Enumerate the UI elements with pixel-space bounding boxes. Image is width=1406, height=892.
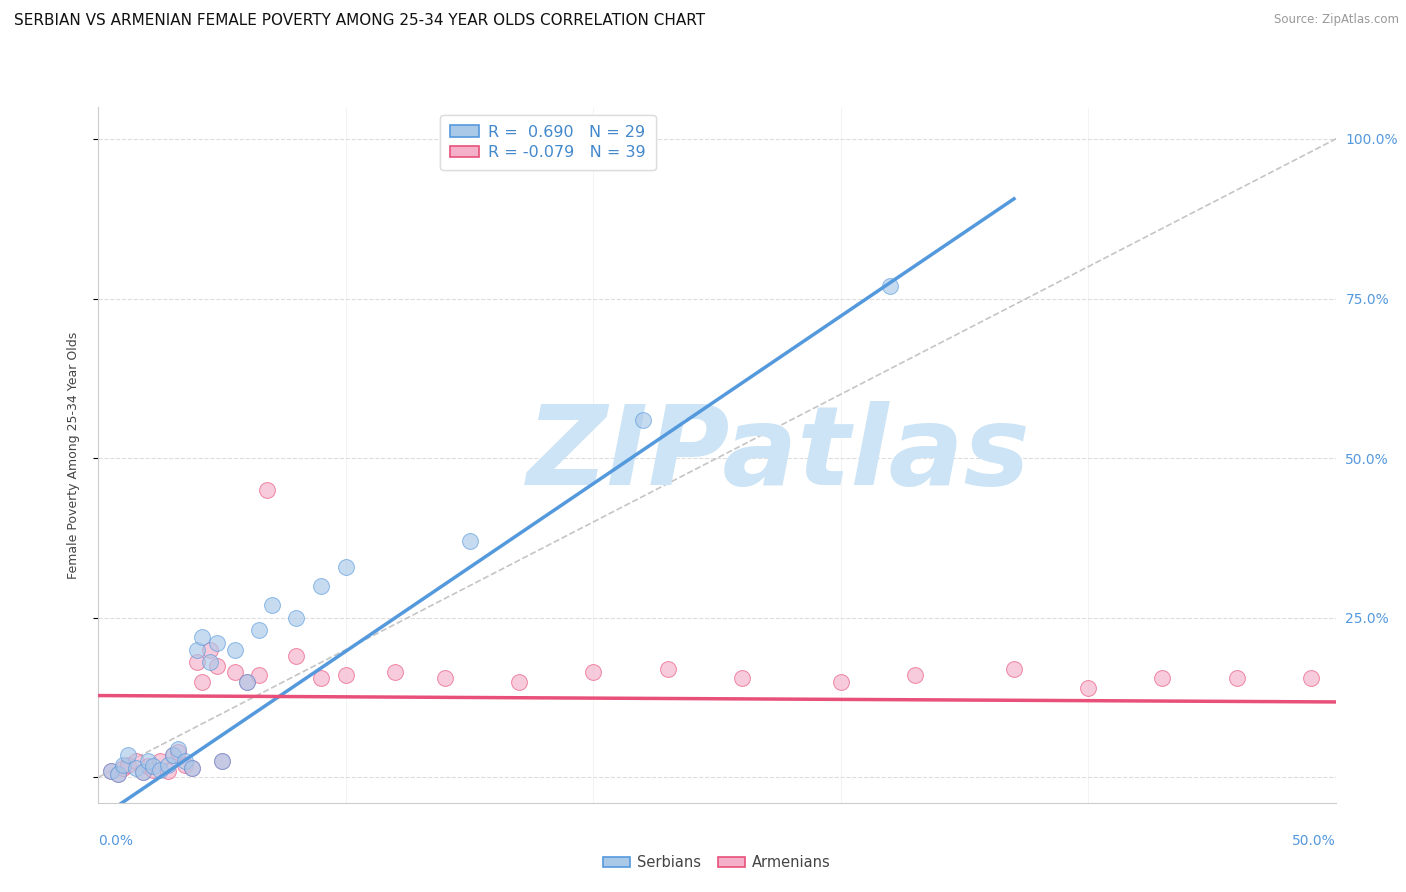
Point [198,656,221,670]
Point [1226,671,1249,685]
Point [1077,681,1099,695]
Point [247,668,270,682]
Point [285,610,308,624]
Point [191,630,214,644]
Point [1002,662,1025,676]
Point [211,754,233,768]
Point [247,624,270,638]
Point [1152,671,1174,685]
Point [198,642,221,657]
Point [904,668,927,682]
Point [132,765,155,780]
Text: Source: ZipAtlas.com: Source: ZipAtlas.com [1274,13,1399,27]
Point [174,757,197,772]
Text: 0.0%: 0.0% [98,834,134,848]
Point [149,763,172,777]
Point [191,674,214,689]
Point [181,761,204,775]
Legend: R =  0.690   N = 29, R = -0.079   N = 39: R = 0.690 N = 29, R = -0.079 N = 39 [440,115,655,169]
Point [181,761,204,775]
Point [458,534,481,549]
Point [211,754,233,768]
Point [166,741,188,756]
Point [830,674,852,689]
Point [117,747,139,762]
Point [162,747,184,762]
Point [112,761,135,775]
Point [631,413,654,427]
Point [260,598,283,612]
Text: SERBIAN VS ARMENIAN FEMALE POVERTY AMONG 25-34 YEAR OLDS CORRELATION CHART: SERBIAN VS ARMENIAN FEMALE POVERTY AMONG… [14,13,706,29]
Point [132,765,155,780]
Point [285,648,308,663]
Point [156,757,179,772]
Point [384,665,406,679]
Point [186,642,208,657]
Point [117,757,139,772]
Point [309,579,332,593]
Point [508,674,530,689]
Point [136,754,159,768]
Point [100,764,122,778]
Point [256,483,278,497]
Point [205,658,228,673]
Point [335,559,357,574]
Legend: Serbians, Armenians: Serbians, Armenians [598,849,837,876]
Point [335,668,357,682]
Point [166,745,188,759]
Point [100,764,122,778]
Point [657,662,679,676]
Point [149,754,172,768]
Point [224,665,246,679]
Point [124,754,146,768]
Point [186,656,208,670]
Point [174,754,197,768]
Point [156,764,179,778]
Point [1299,671,1322,685]
Point [162,747,184,762]
Point [309,671,332,685]
Point [433,671,456,685]
Point [124,761,146,775]
Point [236,674,259,689]
Point [112,757,135,772]
Point [582,665,605,679]
Point [224,642,246,657]
Point [107,767,129,781]
Point [205,636,228,650]
Point [731,671,754,685]
Point [107,767,129,781]
Text: ZIPatlas: ZIPatlas [527,401,1031,508]
Point [136,758,159,772]
Point [142,763,165,777]
Text: 50.0%: 50.0% [1292,834,1336,848]
Point [879,278,901,293]
Point [142,758,165,772]
Point [236,674,259,689]
Y-axis label: Female Poverty Among 25-34 Year Olds: Female Poverty Among 25-34 Year Olds [67,331,80,579]
